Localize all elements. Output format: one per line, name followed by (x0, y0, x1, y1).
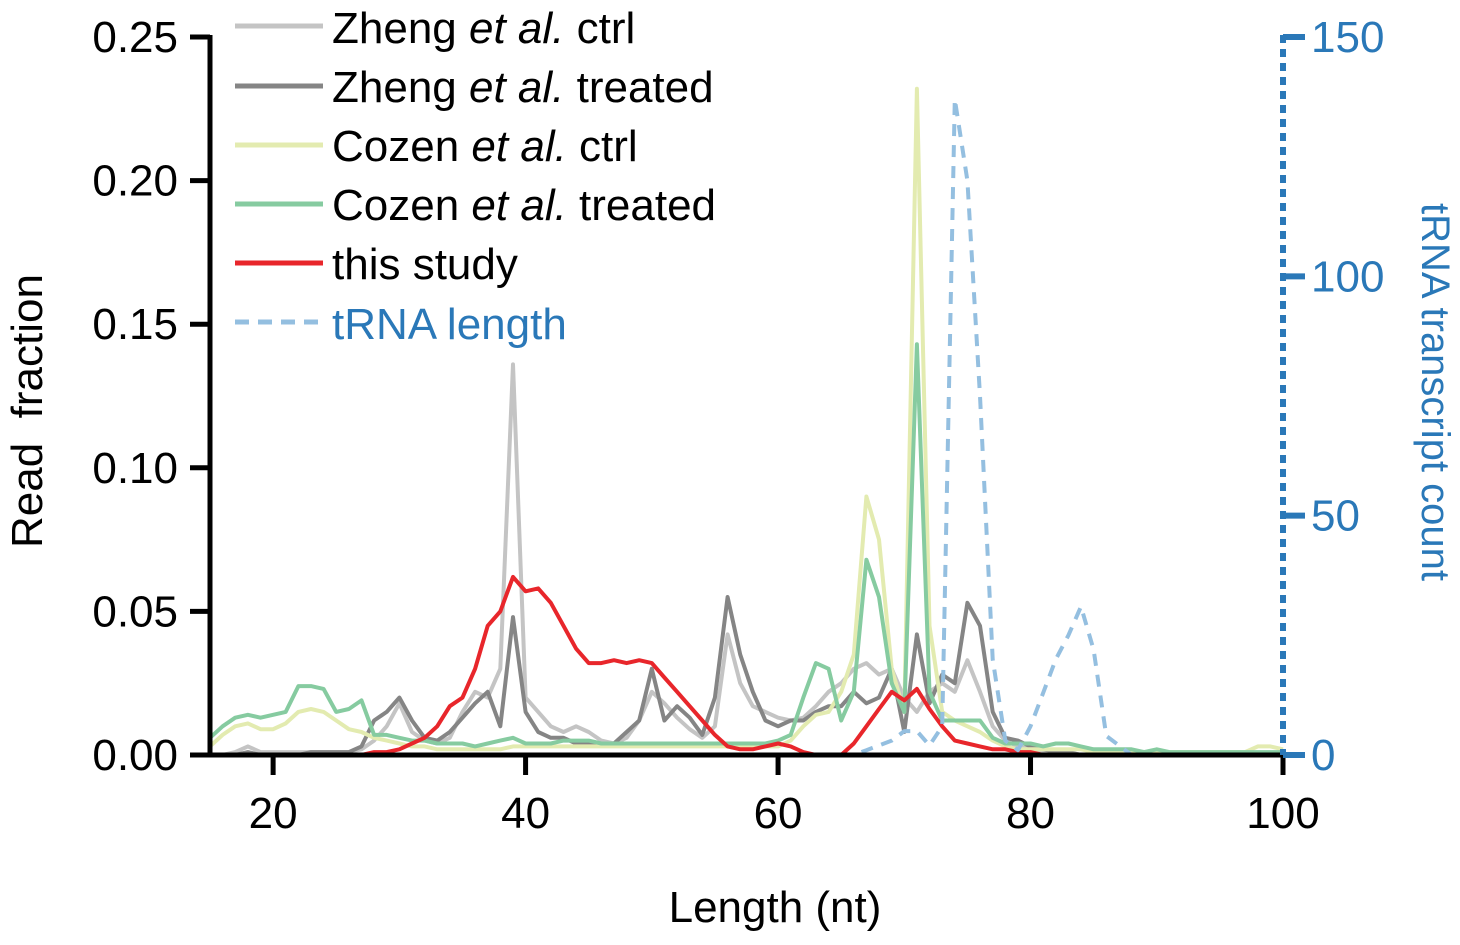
y-tick-label: 0.25 (92, 13, 178, 62)
x-axis: 20 40 60 80 100 (208, 752, 1320, 838)
y2-tick-label: 0 (1311, 731, 1335, 780)
y-tick-label: 0.05 (92, 587, 178, 636)
legend-label-this-study: this study (332, 240, 518, 289)
legend-label-cozen-treated: Cozen et al. treated (332, 181, 716, 230)
y-tick-label: 0.15 (92, 300, 178, 349)
x-axis-title: Length (nt) (669, 883, 882, 932)
legend-label-cozen-ctrl: Cozen et al. ctrl (332, 122, 638, 171)
series-line-cozen-treated (208, 342, 1283, 755)
y2-tick-label: 50 (1311, 492, 1360, 541)
x-tick-label: 40 (501, 789, 550, 838)
x-tick-label: 100 (1246, 789, 1319, 838)
y-tick-label: 0.20 (92, 157, 178, 206)
y2-tick-label: 150 (1311, 13, 1384, 62)
y-axis-title: Read fraction (3, 274, 52, 548)
legend: Zheng et al. ctrl Zheng et al. treated C… (235, 4, 716, 349)
right-y-axis: 0 50 100 150 (1280, 13, 1384, 780)
x-tick-label: 80 (1006, 789, 1055, 838)
y-tick-label: 0.00 (92, 731, 178, 780)
y2-axis-title: tRNA transcript count (1413, 203, 1457, 581)
x-tick-label: 20 (249, 789, 298, 838)
series-line-zheng-ctrl (210, 362, 1283, 757)
legend-label-zheng-ctrl: Zheng et al. ctrl (332, 4, 635, 53)
x-tick-label: 60 (754, 789, 803, 838)
legend-label-zheng-treated: Zheng et al. treated (332, 63, 714, 112)
y2-tick-label: 100 (1311, 252, 1384, 301)
y-tick-label: 0.10 (92, 444, 178, 493)
left-y-axis: 0.00 0.05 0.10 0.15 0.20 0.25 (92, 13, 213, 780)
series-line-cozen-ctrl (208, 86, 1284, 755)
legend-label-trna-length: tRNA length (332, 300, 567, 349)
series-line-trna (778, 97, 1157, 757)
